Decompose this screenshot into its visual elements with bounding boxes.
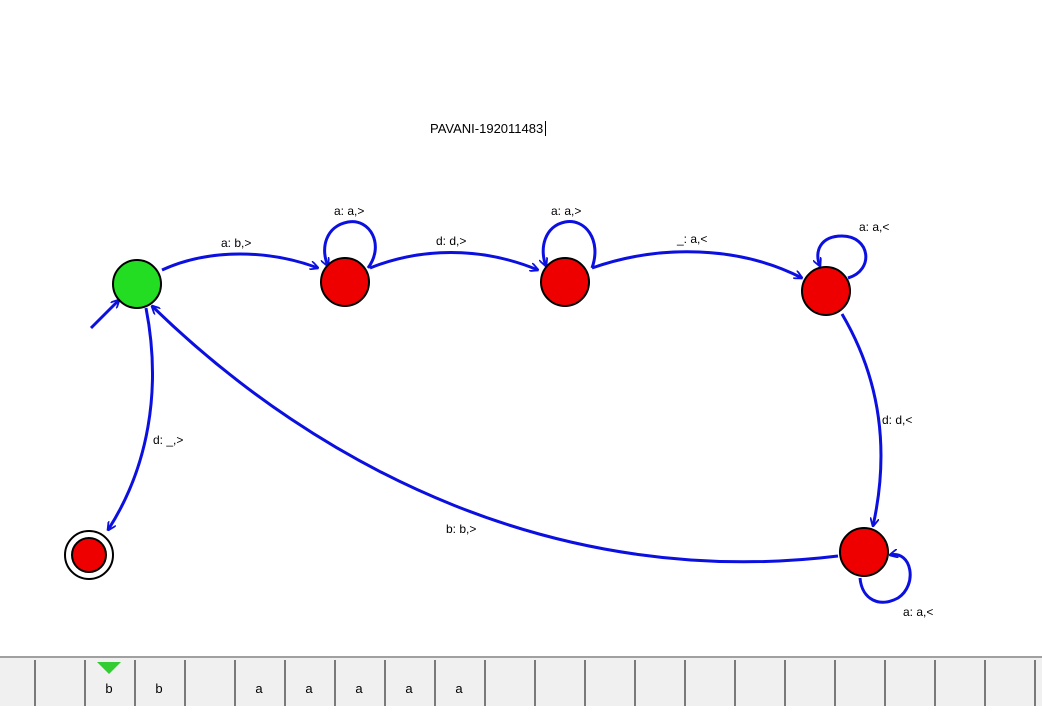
edge-q4-q4[interactable] xyxy=(858,555,912,604)
state-q0-initial[interactable] xyxy=(112,259,162,309)
tape-cell xyxy=(0,660,32,706)
tape-cell xyxy=(834,660,882,706)
tape-cell xyxy=(184,660,232,706)
tape-cell xyxy=(534,660,582,706)
edge-label-q3-loop: a: a,< xyxy=(859,220,889,234)
tape-cell: a xyxy=(334,660,382,706)
edge-q2-q3[interactable] xyxy=(591,250,802,278)
edge-label-q0-q5: d: _,> xyxy=(153,433,183,447)
tape-cell: a xyxy=(384,660,432,706)
diagram-caption: PAVANI-192011483 xyxy=(430,121,547,136)
edge-q4-q0[interactable] xyxy=(152,306,839,564)
edge-label-q4-q0: b: b,> xyxy=(446,522,476,536)
state-q1[interactable] xyxy=(320,257,370,307)
edge-q0-q5[interactable] xyxy=(108,307,154,530)
edge-label-q2-q3: _: a,< xyxy=(676,232,707,246)
initial-arrow xyxy=(89,300,119,330)
tape-head-marker xyxy=(97,662,121,674)
tape-cell xyxy=(984,660,1032,706)
text-caret xyxy=(545,121,547,136)
tape-cell xyxy=(934,660,982,706)
tape-cell: a xyxy=(434,660,482,706)
edge-q2-q2[interactable] xyxy=(543,220,597,269)
edge-q3-q3[interactable] xyxy=(818,234,868,280)
edge-q1-q2[interactable] xyxy=(369,251,538,271)
state-q5-final[interactable] xyxy=(71,537,107,573)
tape-cell xyxy=(634,660,682,706)
tape-cell: a xyxy=(284,660,332,706)
edge-label-q1-q2: d: d,> xyxy=(436,234,466,248)
edge-q0-q1[interactable] xyxy=(161,252,318,272)
state-q4[interactable] xyxy=(839,527,889,577)
tape-cell xyxy=(784,660,832,706)
state-diagram[interactable]: a: b,> a: a,> d: d,> a: a,> _: a,< a: a,… xyxy=(0,0,1042,656)
edge-q3-q4[interactable] xyxy=(840,313,883,526)
edge-q1-q1[interactable] xyxy=(325,220,377,269)
tape-cell: b xyxy=(134,660,182,706)
edge-label-q3-q4: d: d,< xyxy=(882,413,912,427)
edge-label-q2-loop: a: a,> xyxy=(551,204,581,218)
state-q2[interactable] xyxy=(540,257,590,307)
tape-cell xyxy=(684,660,732,706)
tape-cell: a xyxy=(234,660,282,706)
tape-cell xyxy=(484,660,532,706)
edge-label-q0-q1: a: b,> xyxy=(221,236,251,250)
tape-cell xyxy=(734,660,782,706)
edge-label-q1-loop: a: a,> xyxy=(334,204,364,218)
tape-cell xyxy=(884,660,932,706)
tape-cell xyxy=(34,660,82,706)
tape-cell xyxy=(584,660,632,706)
tape-cell xyxy=(1034,660,1042,706)
state-q3[interactable] xyxy=(801,266,851,316)
edge-label-q4-loop: a: a,< xyxy=(903,605,933,619)
